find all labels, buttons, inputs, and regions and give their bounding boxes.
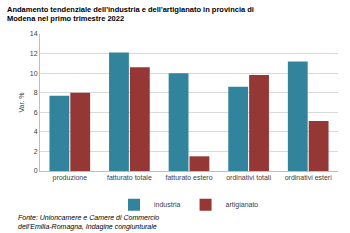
- svg-text:artigianato: artigianato: [226, 201, 259, 209]
- svg-text:ordinativi esteri: ordinativi esteri: [285, 174, 333, 181]
- svg-text:0: 0: [34, 167, 38, 174]
- svg-text:12: 12: [30, 50, 38, 57]
- svg-text:8: 8: [34, 89, 38, 96]
- svg-text:2: 2: [34, 148, 38, 155]
- svg-text:industria: industria: [154, 201, 181, 208]
- svg-text:6: 6: [34, 109, 38, 116]
- svg-text:produzione: produzione: [52, 174, 87, 182]
- svg-text:Var. %: Var. %: [18, 92, 25, 112]
- svg-text:Andamento tendenziale dell'ind: Andamento tendenziale dell'industria e d…: [7, 5, 254, 24]
- svg-text:10: 10: [30, 70, 38, 77]
- svg-text:fatturato estero: fatturato estero: [165, 174, 212, 181]
- svg-text:14: 14: [30, 30, 38, 37]
- svg-text:ordinativi totali: ordinativi totali: [226, 174, 271, 181]
- svg-text:4: 4: [34, 128, 38, 135]
- svg-text:Fonte: Unioncamere e Camere di: Fonte: Unioncamere e Camere di Commercio…: [18, 214, 159, 231]
- svg-text:fatturato totale: fatturato totale: [107, 174, 152, 181]
